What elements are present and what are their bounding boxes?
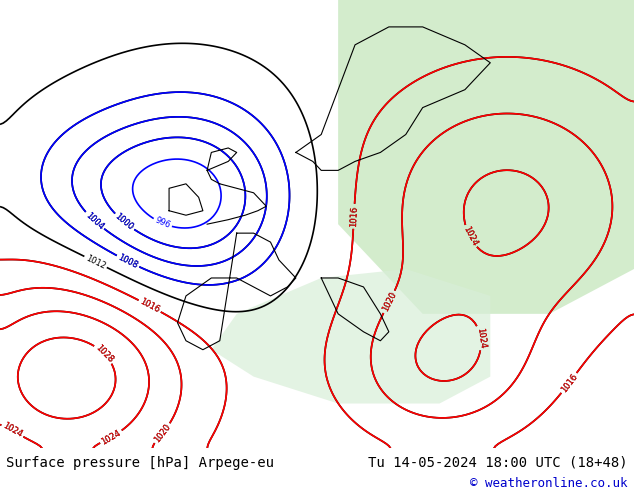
Text: 1000: 1000 (113, 212, 135, 232)
Text: 1024: 1024 (461, 225, 479, 248)
Text: © weatheronline.co.uk: © weatheronline.co.uk (470, 477, 628, 490)
Polygon shape (0, 0, 380, 404)
Text: 996: 996 (153, 216, 172, 230)
Text: 1008: 1008 (117, 252, 139, 270)
Text: 1024: 1024 (100, 428, 122, 446)
Text: 1008: 1008 (117, 252, 139, 270)
Text: Tu 14-05-2024 18:00 UTC (18+48): Tu 14-05-2024 18:00 UTC (18+48) (368, 456, 628, 470)
Text: 1004: 1004 (84, 210, 105, 231)
Text: 1020: 1020 (380, 291, 398, 313)
Polygon shape (211, 269, 490, 404)
Text: 1024: 1024 (1, 421, 24, 440)
Text: 1024: 1024 (100, 428, 122, 446)
Text: 1016: 1016 (349, 205, 359, 227)
Text: 1016: 1016 (138, 297, 161, 315)
Text: 1012: 1012 (84, 253, 107, 270)
Text: 1016: 1016 (559, 372, 579, 394)
Text: 1024: 1024 (475, 327, 486, 349)
Text: 1024: 1024 (475, 327, 486, 349)
Text: 1024: 1024 (461, 225, 479, 248)
Text: 1020: 1020 (153, 422, 172, 444)
Text: 1024: 1024 (1, 421, 24, 440)
Text: 1004: 1004 (84, 210, 105, 231)
Text: 1028: 1028 (93, 343, 115, 365)
Text: 1020: 1020 (380, 291, 398, 313)
Text: Surface pressure [hPa] Arpege-eu: Surface pressure [hPa] Arpege-eu (6, 456, 275, 470)
Text: 1020: 1020 (153, 422, 172, 444)
Text: 1016: 1016 (138, 297, 161, 315)
Text: 1016: 1016 (559, 372, 579, 394)
Text: 1028: 1028 (93, 343, 115, 365)
Text: 1000: 1000 (113, 212, 135, 232)
Text: 1016: 1016 (349, 205, 359, 227)
Polygon shape (338, 0, 634, 314)
